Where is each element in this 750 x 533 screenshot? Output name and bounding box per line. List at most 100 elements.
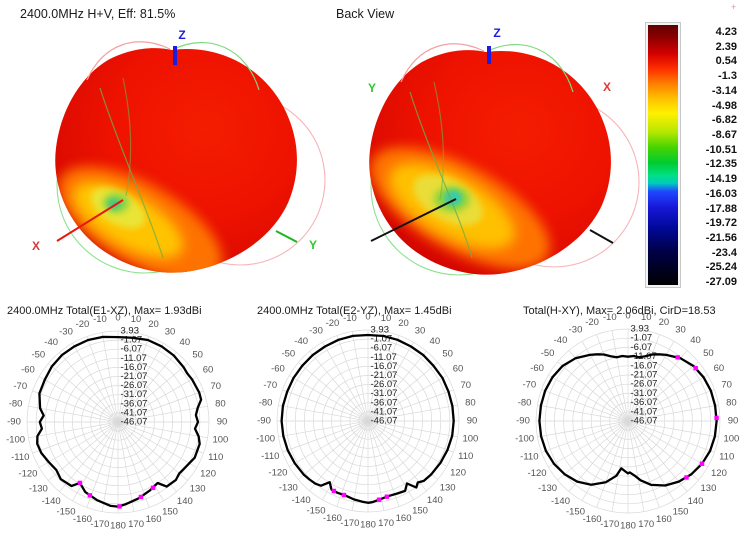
- angle-tick-label: -50: [281, 349, 295, 360]
- angle-tick-label: 20: [659, 317, 670, 328]
- angle-tick-label: 160: [396, 513, 412, 524]
- wireframe-arcs-back: [400, 43, 574, 93]
- curve-marker: [77, 480, 83, 486]
- ring-value-label: 3.93: [631, 324, 650, 335]
- angle-tick-label: -20: [585, 317, 599, 328]
- ring-value-label: -36.07: [371, 397, 398, 408]
- angle-tick-label: -30: [569, 325, 583, 336]
- angle-tick-label: -170: [600, 519, 619, 530]
- angle-tick-label: -90: [516, 416, 530, 427]
- angle-tick-label: 10: [381, 313, 392, 324]
- ring-value-label: -6.07: [121, 344, 143, 355]
- angle-tick-label: -110: [520, 451, 538, 462]
- angle-tick-label: 40: [180, 337, 191, 348]
- colorbar-tick-label: -14.19: [705, 173, 737, 186]
- angle-tick-label: 40: [690, 335, 701, 346]
- colorbar-labels: 4.23 2.39 0.54 -1.3 -3.14 -4.98 -6.82 -8.67 -10.…: [688, 23, 737, 289]
- angle-tick-label: -90: [257, 416, 271, 427]
- angle-tick-label: -150: [56, 507, 75, 518]
- colorbar-tick-label: -25.24: [705, 261, 737, 274]
- y-axis-label-back: Y: [368, 81, 376, 95]
- x-axis-line-back: [589, 229, 614, 244]
- ring-value-label: -31.07: [121, 389, 148, 400]
- polar-title-e2-yz: 2400.0MHz Total(E2-YZ), Max= 1.45dBi: [257, 305, 452, 317]
- colorbar-tick-label: 0.54: [715, 55, 737, 68]
- ring-value-label: -11.07: [121, 353, 147, 364]
- colorbar-tick-label: -3.14: [711, 84, 737, 97]
- polar-chart-0: -170-160-150-140-130-120-110-100-90-80-7…: [6, 313, 228, 532]
- y-axis-front: [275, 230, 298, 243]
- angle-tick-label: -10: [603, 312, 617, 323]
- angle-tick-label: 30: [415, 325, 426, 336]
- polar-chart-1: -170-160-150-140-130-120-110-100-90-80-7…: [256, 312, 478, 531]
- angle-tick-label: -110: [11, 452, 29, 463]
- colorbar-tick-label: -10.51: [705, 143, 737, 156]
- angle-tick-label: -10: [343, 313, 357, 324]
- angle-tick-label: -40: [554, 335, 568, 346]
- ring-value-label: -26.07: [631, 379, 658, 390]
- ring-value-label: -16.07: [631, 360, 658, 371]
- curve-marker: [117, 504, 122, 509]
- angle-tick-label: -30: [59, 326, 73, 337]
- angle-tick-label: 180: [360, 520, 376, 531]
- angle-tick-label: -40: [44, 337, 58, 348]
- angle-tick-label: -20: [326, 318, 340, 329]
- angle-tick-label: -140: [42, 496, 61, 507]
- angle-tick-label: 70: [721, 380, 732, 391]
- angle-tick-label: 10: [641, 312, 652, 323]
- colorbar-tick-label: -1.3: [718, 70, 737, 83]
- angle-tick-label: 110: [458, 451, 473, 462]
- angle-tick-label: 120: [200, 469, 216, 480]
- angle-tick-label: 80: [465, 397, 476, 408]
- colorbar-tick-label: -17.88: [705, 202, 737, 215]
- angle-tick-label: 90: [728, 416, 739, 427]
- ring-value-label: 3.93: [371, 325, 390, 336]
- gain-colorbar-gradient: [648, 25, 678, 285]
- ring-value-label: -11.07: [371, 352, 397, 363]
- curve-marker: [699, 461, 705, 466]
- curve-marker: [331, 488, 337, 494]
- angle-tick-label: -120: [528, 468, 547, 479]
- ring-value-label: -36.07: [631, 397, 658, 408]
- angle-tick-label: -30: [309, 325, 323, 336]
- ring-value-label: -46.07: [121, 417, 148, 428]
- curve-marker: [376, 497, 382, 502]
- colorbar-tick-label: 4.23: [715, 26, 737, 38]
- ring-value-label: -26.07: [371, 379, 398, 390]
- angle-tick-label: 150: [162, 507, 178, 518]
- angle-tick-label: 160: [656, 514, 672, 525]
- angle-tick-label: -40: [294, 336, 308, 347]
- angle-tick-label: 10: [131, 314, 142, 325]
- angle-tick-label: 80: [726, 397, 737, 408]
- ring-value-label: -16.07: [371, 361, 398, 372]
- ring-value-label: -46.07: [371, 416, 398, 427]
- angle-tick-label: 170: [378, 518, 394, 529]
- colorbar-tick-label: -4.98: [711, 99, 737, 112]
- angle-tick-label: 140: [688, 496, 704, 507]
- angle-tick-label: 90: [217, 417, 228, 428]
- angle-tick-label: 60: [203, 365, 214, 376]
- angle-tick-label: 130: [440, 482, 456, 493]
- angle-tick-label: 90: [467, 416, 478, 427]
- colorbar-tick-label: -16.03: [705, 187, 737, 200]
- colorbar-tick-label: -23.4: [711, 246, 737, 259]
- curve-marker: [150, 485, 156, 491]
- ring-value-label: -1.07: [631, 333, 653, 344]
- angle-tick-label: 150: [412, 506, 428, 517]
- angle-tick-label: 130: [701, 483, 717, 494]
- lobe-crease-back: [370, 81, 550, 269]
- ring-value-label: -21.07: [121, 371, 148, 382]
- z-axis-label-back: Z: [493, 26, 500, 40]
- pattern-3d-back-view[interactable]: Z Y X: [340, 0, 660, 300]
- angle-tick-label: -100: [515, 434, 534, 445]
- angle-tick-label: -80: [518, 397, 532, 408]
- angle-tick-label: 0: [625, 311, 630, 322]
- angle-tick-label: -110: [261, 451, 279, 462]
- colorbar-tick-label: -8.67: [711, 128, 737, 141]
- wireframe-arcs-front: [86, 41, 260, 91]
- x-axis-label-back: X: [603, 80, 611, 94]
- angle-tick-label: -160: [323, 513, 342, 524]
- angle-tick-label: -10: [93, 314, 107, 325]
- pattern-3d-front-view[interactable]: Z X Y: [0, 0, 340, 300]
